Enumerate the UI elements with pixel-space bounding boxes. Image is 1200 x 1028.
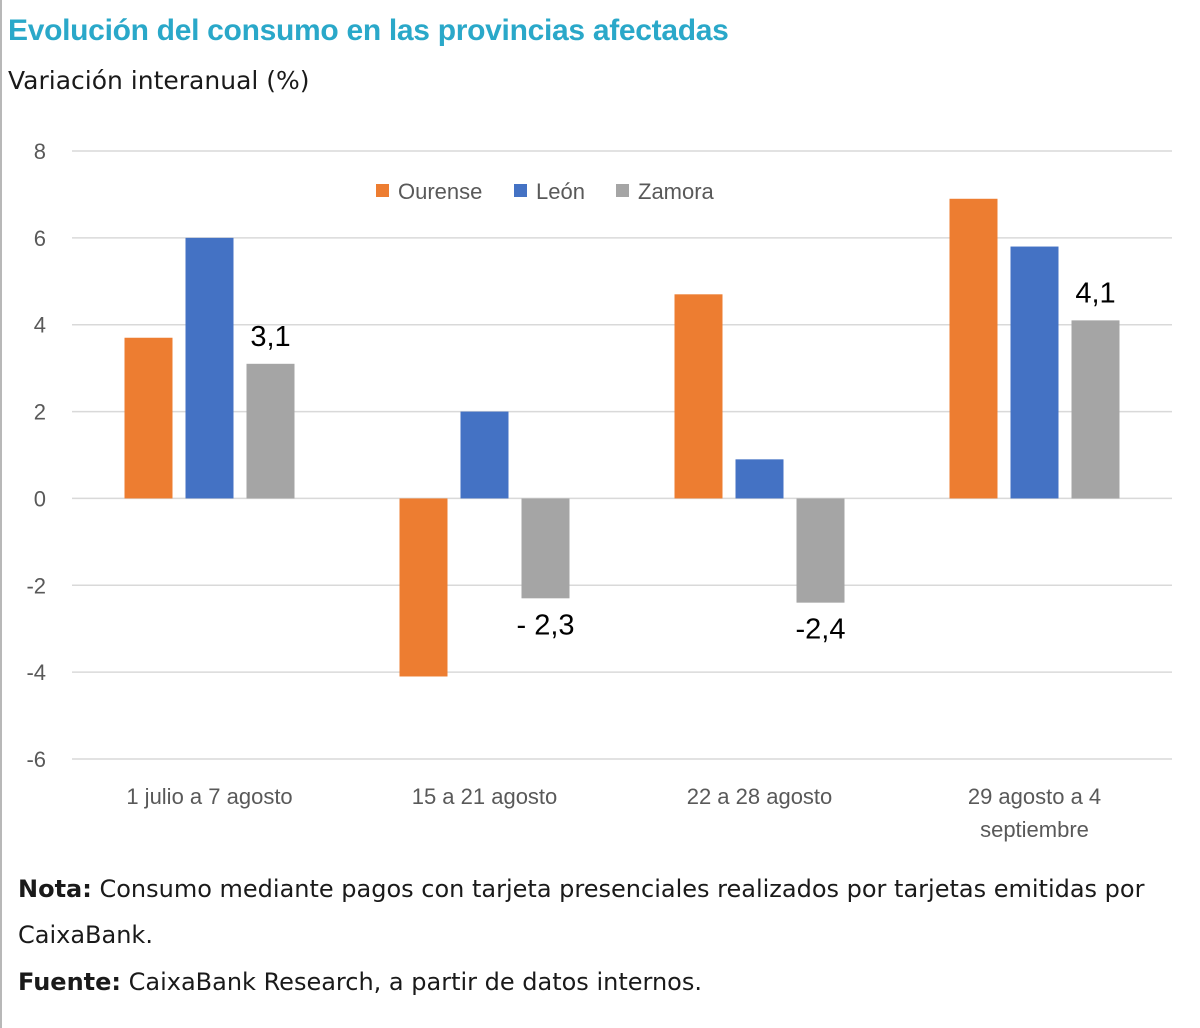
y-tick-label: 0 (34, 486, 46, 511)
chart-subtitle: Variación interanual (%) (8, 66, 310, 95)
bar-león-3 (1010, 246, 1059, 499)
x-tick-label: 29 agosto a 4 (968, 784, 1101, 809)
legend-swatch-ourense (376, 184, 389, 197)
legend-swatch-león (514, 184, 527, 197)
x-tick-label: 1 julio a 7 agosto (126, 784, 292, 809)
y-tick-label: 8 (34, 139, 46, 164)
x-tick-label: 15 a 21 agosto (412, 784, 558, 809)
note-label: Nota: (18, 875, 92, 903)
y-tick-label: 4 (34, 313, 46, 338)
bar-zamora-0 (246, 363, 295, 499)
note-text: Consumo mediante pagos con tarjeta prese… (18, 875, 1145, 949)
bar-zamora-1 (521, 498, 570, 599)
legend-swatch-zamora (616, 184, 629, 197)
source-text: CaixaBank Research, a partir de datos in… (121, 968, 702, 996)
legend-label: León (536, 179, 585, 204)
y-tick-label: 2 (34, 400, 46, 425)
bar-zamora-2 (796, 498, 845, 603)
chart-title: Evolución del consumo en las provincias … (8, 14, 729, 47)
bar-león-1 (460, 411, 509, 499)
legend-label: Ourense (398, 179, 482, 204)
bar-ourense-2 (674, 294, 723, 499)
source-label: Fuente: (18, 968, 121, 996)
y-tick-label: 6 (34, 226, 46, 251)
data-label: 4,1 (1075, 277, 1115, 309)
note-paragraph: Nota: Consumo mediante pagos con tarjeta… (18, 866, 1188, 958)
y-tick-label: -6 (26, 747, 46, 772)
bar-león-0 (185, 237, 234, 499)
x-tick-label: 22 a 28 agosto (687, 784, 833, 809)
data-label: 3,1 (250, 321, 290, 353)
bar-ourense-1 (399, 498, 448, 677)
data-label: -2,4 (796, 614, 846, 646)
legend-label: Zamora (638, 179, 715, 204)
x-tick-label: septiembre (980, 817, 1089, 842)
source-paragraph: Fuente: CaixaBank Research, a partir de … (18, 959, 1188, 1005)
y-tick-label: -4 (26, 660, 46, 685)
data-label: - 2,3 (516, 609, 574, 641)
bar-chart: 8 6 4 2 0 -2 -4 -6 1 julio a 7 agosto 15 a 21 ago… (26, 139, 1172, 842)
y-tick-label: -2 (26, 573, 46, 598)
bar-ourense-3 (949, 198, 998, 499)
bar-ourense-0 (124, 337, 173, 499)
bar-león-2 (735, 459, 784, 499)
bar-zamora-3 (1071, 320, 1120, 499)
